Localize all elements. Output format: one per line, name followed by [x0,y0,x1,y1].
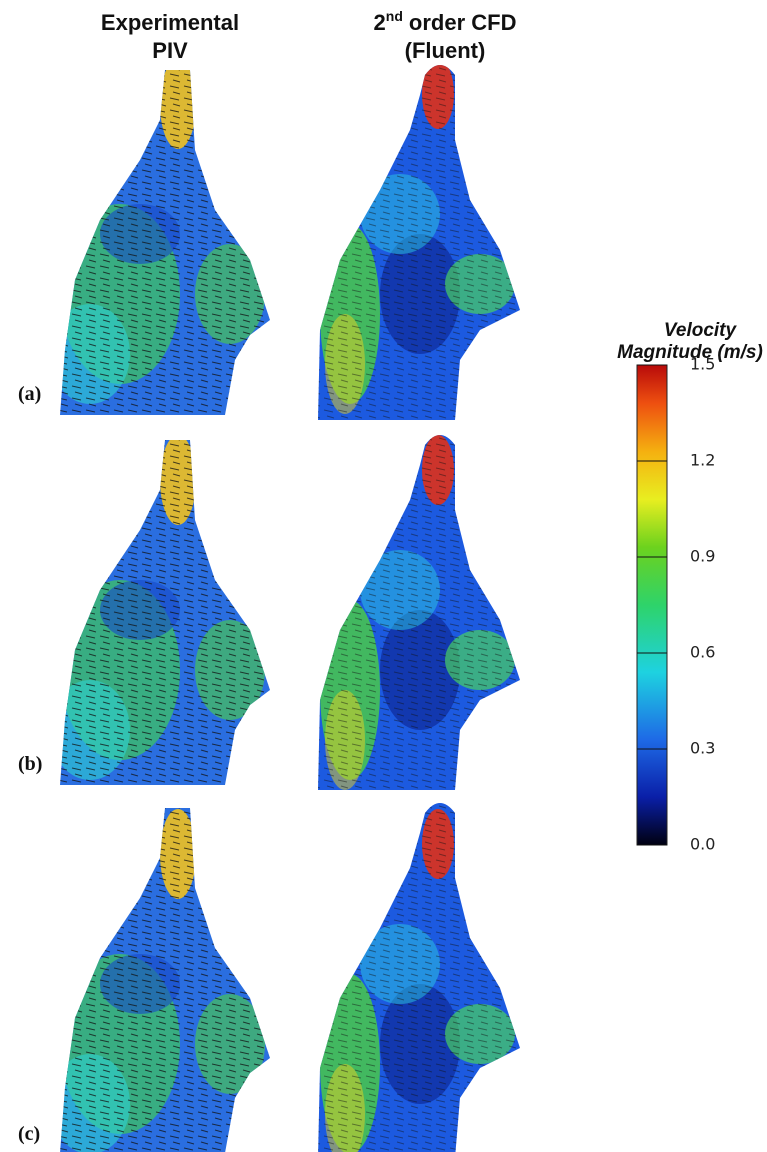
column-header: Experimental [101,10,239,35]
row-label: (a) [18,383,41,405]
colorbar-tick-label: 1.5 [690,355,715,374]
header-text: order CFD [409,10,517,35]
colorbar-tick-label: 0.0 [690,835,715,854]
column-header: PIV [152,38,188,63]
figure: Experimental PIV 2nd order CFD (Fluent) (… [0,0,767,1152]
column-header: 2nd order CFD [374,8,517,35]
colorbar-tick-label: 0.6 [690,643,715,662]
row-label: (b) [18,753,42,775]
colorbar-tick-label: 0.3 [690,739,715,758]
header-text: 2 [374,10,386,35]
colorbar-tick-label: 1.2 [690,451,715,470]
header-superscript: nd [386,8,403,24]
row-label: (c) [18,1123,40,1145]
colorbar [637,365,667,845]
colorbar-title: Velocity [664,320,738,341]
column-header: (Fluent) [405,38,486,63]
panels [40,40,540,1152]
colorbar-tick-label: 0.9 [690,547,715,566]
page: Experimental PIV 2nd order CFD (Fluent) (… [0,0,767,1152]
